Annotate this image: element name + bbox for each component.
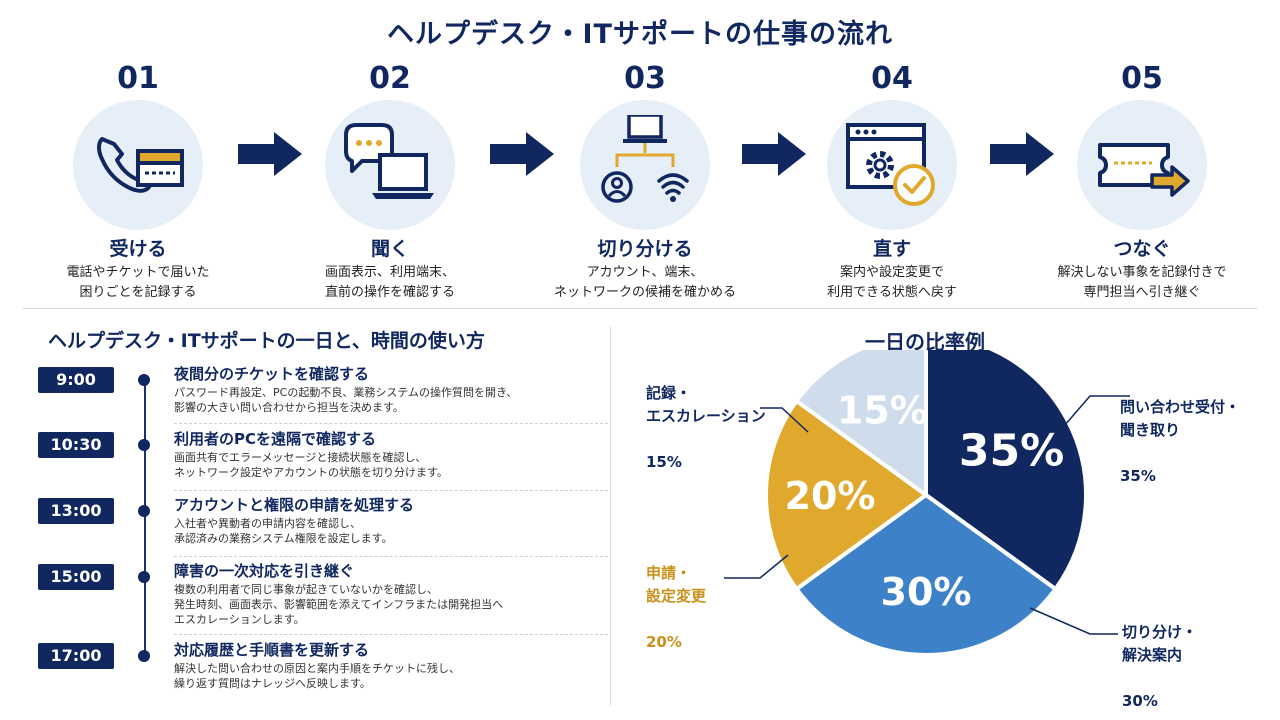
pie-slice [764,398,930,592]
slice-label: 申請・ 設定変更 20% [646,539,706,654]
time-badge: 15:00 [38,564,114,590]
pie-slice-value-label: 30% [881,570,972,614]
step-5: 05 つなぐ 解決しない事象を記録付きで 専門担当へ引き継ぐ [1022,62,1262,303]
slice-label: 問い合わせ受付・ 聞き取り 35% [1120,373,1240,488]
slice-label-value: 35% [1120,467,1156,485]
arrow-right-icon [238,132,302,180]
section-divider [22,308,1258,309]
step-number: 05 [1121,61,1163,96]
step-title: 受ける [109,238,167,260]
slice-label-name: 切り分け・ 解決案内 [1122,623,1198,664]
leader-line [724,554,789,579]
workflow: 01 受ける 電話やチケットで届いた 困りごとを記録する 02 聞く 画面表示 [0,62,1280,302]
pie-slice-value-label: 15% [837,388,928,432]
step-desc: 電話やチケットで届いた 困りごとを記録する [66,265,210,300]
timeline-dot [138,374,150,386]
step-title: つなぐ [1113,238,1171,260]
row-separator [174,490,608,491]
schedule-item-title: 障害の一次対応を引き継ぐ [174,562,355,580]
gear-check-icon [846,123,935,206]
page-title: ヘルプデスク・ITサポートの仕事の流れ [387,19,893,50]
schedule-item-desc: 画面共有でエラーメッセージと接続状態を確認し、 ネットワーク設定やアカウントの状… [174,451,448,479]
step-icon-circle [325,100,455,230]
step-title: 切り分ける [597,238,693,260]
pie-slice [793,492,1059,657]
schedule-item-title: 夜間分のチケットを確認する [174,365,370,383]
pie-chart: 35% 30% 20% 15% [724,350,1130,657]
schedule-item-desc: 解決した問い合わせの原因と案内手順をチケットに残し、 繰り返す質問はナレッジへ反… [174,662,460,690]
chat-laptop-icon [344,123,434,199]
timeline-dot [138,650,150,662]
step-desc: アカウント、端末、 ネットワークの候補を確かめる [553,265,736,300]
step-icon-circle [580,100,710,230]
step-desc: 画面表示、利用端末、 直前の操作を確認する [324,265,455,300]
slice-label-name: 申請・ 設定変更 [646,564,707,605]
slice-label-name: 問い合わせ受付・ 聞き取り [1120,398,1241,439]
step-title: 直す [872,238,911,260]
step-icon-circle [73,100,203,230]
schedule-item-desc: 入社者や異動者の申請内容を確認し、 承認済みの業務システム権限を設定します。 [174,517,393,545]
time-badge: 10:30 [38,432,114,458]
schedule-item-title: 利用者のPCを遠隔で確認する [174,430,377,448]
time-badge: 17:00 [38,643,114,669]
step-3: 03 切り分ける アカウント、端末、 ネットワークの候補を確かめる [525,62,765,303]
ticket-forward-icon [1098,143,1190,197]
arrow-right-icon [490,132,554,180]
slice-label: 記録・ エスカレーション 15% [646,359,766,474]
schedule-item-desc: パスワード再設定、PCの起動不良、業務システムの操作質問を開き、 影響の大きい問… [174,386,518,414]
timeline-dot [138,571,150,583]
step-number: 03 [624,61,666,96]
leader-line [1029,607,1118,635]
slice-label-value: 30% [1122,692,1158,710]
pie-slice-value-label: 20% [785,474,876,518]
step-number: 02 [369,61,411,96]
leader-line [760,407,809,433]
timeline-line [144,378,146,658]
slice-label-value: 15% [646,453,682,471]
step-desc: 解決しない事象を記録付きで 専門担当へ引き継ぐ [1057,265,1227,300]
step-4: 04 直す 案内や設定変更で 利用できる状態へ戻す [772,62,1012,303]
leader-line [1051,395,1130,441]
time-badge: 9:00 [38,367,114,393]
row-separator [174,634,608,635]
schedule-item-title: アカウントと権限の申請を処理する [174,496,415,514]
step-number: 04 [871,61,913,96]
row-separator [174,423,608,424]
step-2: 02 聞く 画面表示、利用端末、 直前の操作を確認する [270,62,510,303]
arrow-right-icon [990,132,1054,180]
pie-slice [924,350,1088,592]
timeline-dot [138,505,150,517]
slice-label-name: 記録・ エスカレーション [646,384,766,425]
step-icon-circle [827,100,957,230]
phone-ticket-icon [97,137,184,193]
schedule-item-desc: 複数の利用者で同じ事象が起きていないかを確認し、 発生時刻、画面表示、影響範囲を… [174,583,504,626]
slice-label-value: 20% [646,633,682,651]
pie-slice-value-label: 35% [959,425,1064,476]
network-branch-icon [601,115,689,203]
schedule-title: ヘルプデスク・ITサポートの一日と、時間の使い方 [48,330,485,352]
arrow-right-icon [742,132,806,180]
slice-label: 切り分け・ 解決案内 30% [1122,598,1197,713]
pie-slice [793,350,928,499]
step-desc: 案内や設定変更で 利用できる状態へ戻す [827,265,957,300]
step-number: 01 [117,61,159,96]
time-badge: 13:00 [38,498,114,524]
row-separator [174,556,608,557]
step-icon-circle [1077,100,1207,230]
step-title: 聞く [370,238,409,260]
step-1: 01 受ける 電話やチケットで届いた 困りごとを記録する [18,62,258,303]
schedule-item-title: 対応履歴と手順書を更新する [174,641,370,659]
column-divider [610,326,611,706]
timeline-dot [138,439,150,451]
